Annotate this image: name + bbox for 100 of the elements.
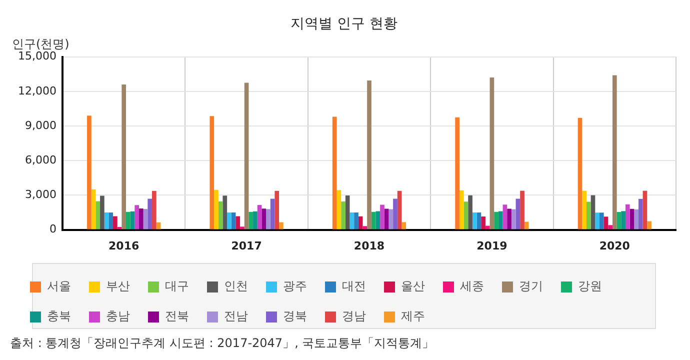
- bar: [481, 216, 486, 230]
- bar: [604, 216, 608, 230]
- bar: [371, 212, 376, 230]
- bar: [616, 212, 622, 230]
- bar: [578, 118, 582, 230]
- bar: [590, 195, 596, 230]
- bar: [156, 222, 161, 230]
- bar: [595, 212, 600, 230]
- bar: [257, 205, 262, 230]
- bar: [122, 84, 126, 230]
- bar: [113, 216, 118, 230]
- x-tick-label: 2018: [354, 239, 385, 252]
- bar: [266, 209, 270, 230]
- bar: [96, 201, 100, 230]
- bar: [240, 226, 244, 230]
- bar: [104, 212, 109, 230]
- bar: [621, 211, 626, 230]
- bar: [388, 209, 394, 230]
- bar: [148, 198, 152, 230]
- legend-label: 충남: [106, 309, 130, 324]
- bar: [384, 208, 389, 230]
- bar: [490, 78, 494, 230]
- bar: [367, 80, 372, 230]
- legend-label: 경기: [519, 279, 543, 294]
- bar: [336, 190, 342, 230]
- bar: [397, 190, 402, 230]
- legend-label: 경북: [283, 309, 307, 324]
- x-tick-label: 2017: [231, 239, 262, 252]
- bar: [227, 212, 232, 230]
- bar: [625, 204, 630, 230]
- bar: [279, 222, 284, 230]
- bar: [520, 190, 524, 230]
- bar: [218, 201, 223, 230]
- bar: [468, 195, 472, 230]
- bar: [210, 116, 214, 230]
- bar: [464, 202, 468, 230]
- bar: [511, 209, 516, 230]
- bar: [634, 209, 638, 230]
- bar: [354, 212, 358, 230]
- legend-label: 경남: [342, 309, 366, 324]
- bar: [507, 208, 512, 230]
- bar: [139, 208, 144, 230]
- x-tick-label: 2019: [476, 239, 508, 252]
- bar: [358, 216, 363, 230]
- bar: [630, 208, 634, 230]
- bar: [262, 208, 266, 230]
- bar: [362, 226, 368, 230]
- legend-label: 충북: [47, 309, 71, 324]
- legend-label: 울산: [401, 279, 425, 294]
- bar: [87, 116, 92, 230]
- bar: [642, 190, 648, 230]
- bar: [380, 204, 384, 230]
- bar: [599, 212, 604, 230]
- source-note: 출처 : 통계청「장래인구추계 시도편 : 2017-2047」, 국토교통부「지적통계」: [10, 336, 434, 350]
- bar: [485, 226, 490, 230]
- bar: [608, 225, 612, 230]
- legend-label: 대전: [342, 279, 366, 294]
- bar: [214, 190, 218, 230]
- legend-label: 강원: [578, 279, 602, 294]
- bar: [350, 212, 354, 230]
- bar: [455, 117, 460, 230]
- bar: [108, 212, 114, 230]
- legend-label: 인천: [224, 279, 248, 294]
- bar: [152, 190, 156, 230]
- bar: [274, 190, 280, 230]
- bar: [236, 216, 240, 230]
- bar: [270, 198, 275, 230]
- bar: [231, 212, 236, 230]
- bar: [222, 196, 228, 230]
- bar: [253, 211, 258, 230]
- x-tick-label: 2016: [108, 239, 140, 252]
- bar: [638, 198, 643, 230]
- legend-label: 서울: [47, 279, 71, 294]
- legend-label: 전남: [224, 309, 248, 324]
- legend-label: 세종: [460, 279, 484, 294]
- y-tick-label: 6,000: [24, 153, 56, 166]
- legend-label: 전북: [165, 309, 189, 324]
- y-tick-label: 0: [49, 222, 56, 236]
- bar: [126, 212, 130, 230]
- bar: [402, 222, 406, 230]
- bar: [341, 202, 346, 230]
- bar: [516, 198, 520, 230]
- bar: [134, 205, 139, 230]
- x-tick-label: 2020: [599, 239, 630, 252]
- bar: [100, 196, 104, 230]
- bar: [459, 190, 464, 230]
- bar: [345, 196, 350, 230]
- bar: [498, 211, 503, 230]
- bar: [244, 82, 249, 230]
- bar: [586, 202, 591, 230]
- bar: [524, 222, 529, 230]
- bar: [91, 189, 96, 230]
- bar: [582, 190, 586, 230]
- legend-label: 제주: [401, 309, 425, 324]
- bar: [393, 198, 398, 230]
- legend-label: 대구: [165, 279, 189, 294]
- bar: [494, 212, 498, 230]
- bar: [502, 204, 508, 230]
- chart-title: 지역별 인구 현황: [290, 16, 398, 32]
- legend-label: 광주: [283, 279, 307, 294]
